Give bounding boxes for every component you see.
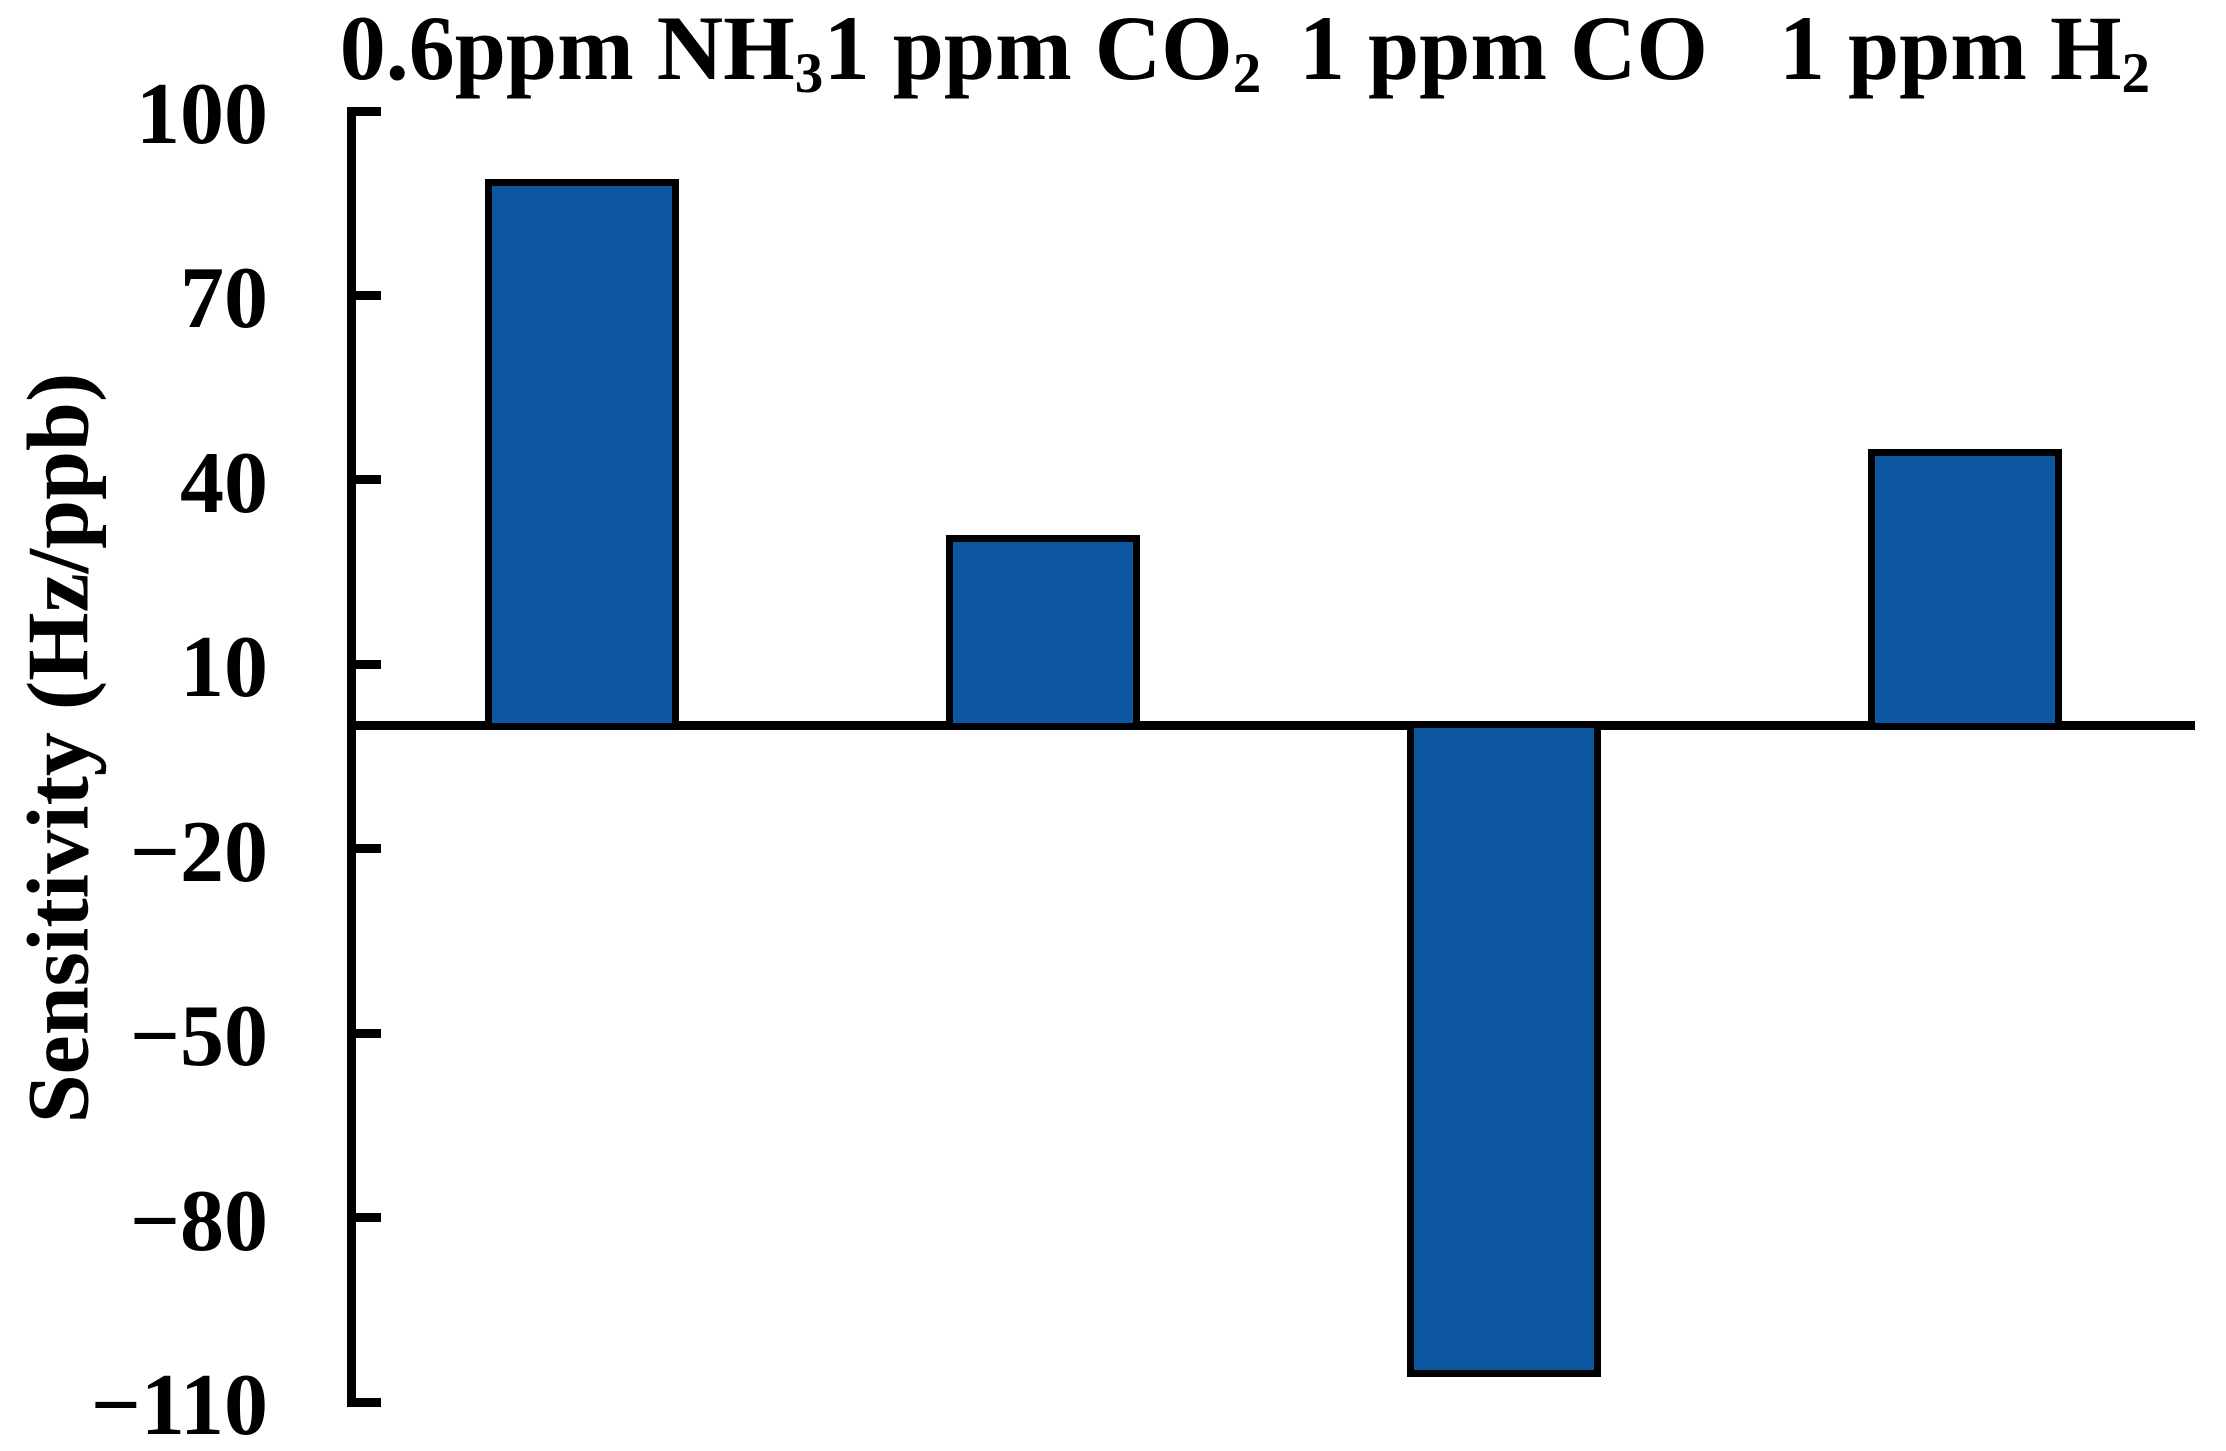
y-tick-mark — [351, 106, 381, 116]
category-label: 1 ppm CO — [1299, 0, 1708, 99]
y-tick-mark — [351, 1397, 381, 1407]
y-tick-label: −20 — [129, 803, 268, 901]
category-label: 0.6ppm NH3 — [339, 0, 824, 105]
y-tick-label: 100 — [136, 66, 268, 163]
y-tick-mark — [351, 1028, 381, 1038]
y-tick-mark — [351, 290, 381, 300]
y-axis-line — [346, 106, 356, 1407]
bar — [1406, 721, 1601, 1378]
y-tick-label: 40 — [180, 434, 268, 532]
category-label: 1 ppm H2 — [1778, 0, 2151, 105]
y-tick-label: 70 — [180, 250, 268, 348]
y-tick-label: 10 — [180, 619, 268, 717]
y-tick-label: −80 — [129, 1172, 268, 1270]
x-axis-zero-line — [346, 721, 2195, 731]
y-tick-label: −110 — [90, 1357, 268, 1451]
y-tick-mark — [351, 475, 381, 485]
bar — [945, 535, 1140, 731]
y-tick-mark — [351, 1213, 381, 1223]
bar — [1867, 449, 2062, 731]
category-label: 1 ppm CO2 — [823, 0, 1262, 105]
y-tick-label: −50 — [129, 988, 268, 1086]
y-tick-mark — [351, 844, 381, 854]
bar — [484, 178, 679, 731]
y-tick-mark — [351, 659, 381, 669]
